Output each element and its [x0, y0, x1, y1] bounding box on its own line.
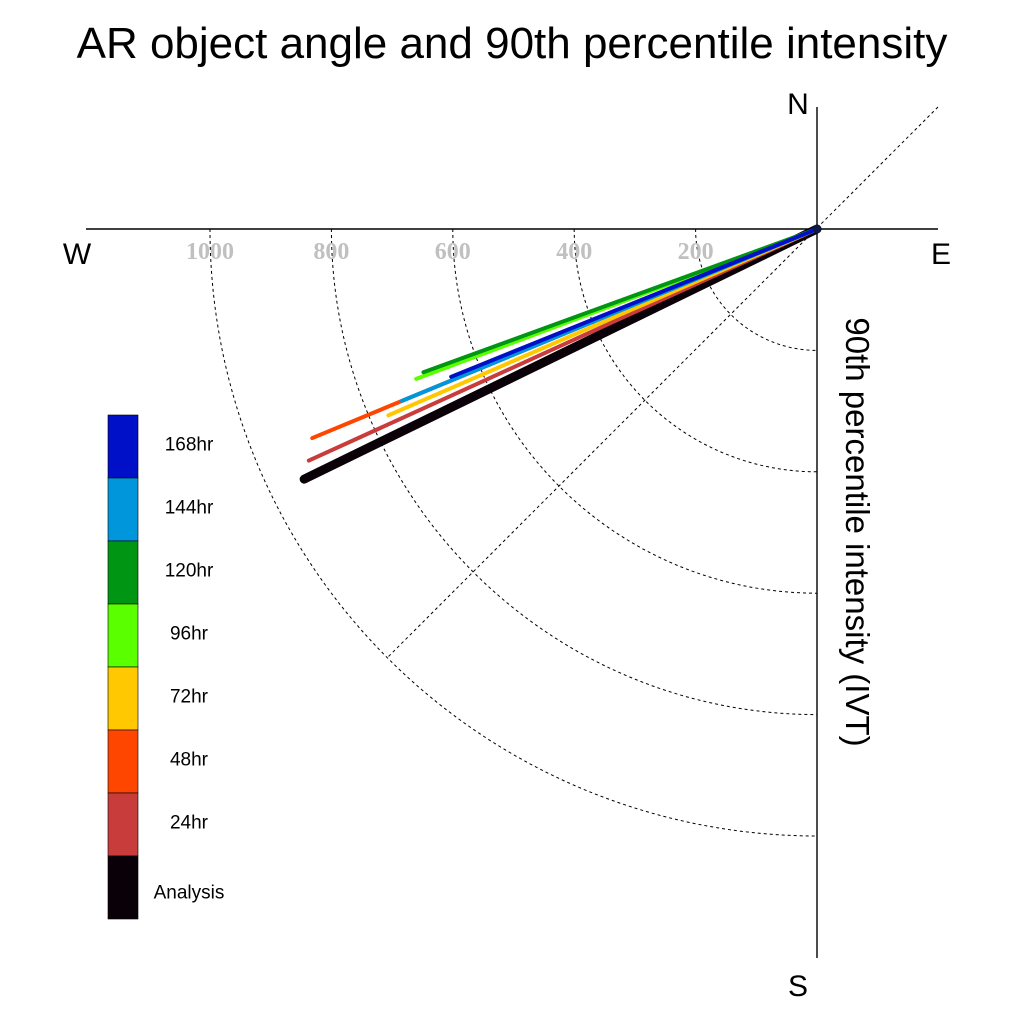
legend-swatch-120hr — [107, 540, 139, 605]
legend-swatch-168hr — [107, 414, 139, 479]
south-label: S — [788, 970, 808, 1003]
legend: 168hr 144hr 120hr 96hr 72hr 48hr 24hr Analysis — [107, 414, 225, 920]
vector-analysis — [299, 224, 822, 484]
vector-168hr — [449, 227, 819, 379]
legend-swatch-72hr — [107, 666, 139, 731]
legend-label: 48hr — [170, 750, 209, 771]
legend-label: 168hr — [165, 435, 214, 456]
legend-swatch-96hr — [107, 603, 139, 668]
legend-label: 120hr — [165, 561, 214, 582]
legend-label: 96hr — [170, 624, 209, 645]
range-ring — [452, 228, 818, 594]
range-ring — [695, 228, 818, 351]
east-label: E — [931, 238, 951, 271]
legend-swatch-48hr — [107, 729, 139, 794]
range-ring — [330, 228, 818, 716]
legend-swatch-24hr — [107, 792, 139, 857]
tick-label: 200 — [678, 239, 714, 265]
diagonal-guide — [387, 106, 939, 658]
radial-tick-labels: 200 400 600 800 1000 — [186, 239, 714, 265]
vector-120hr — [421, 227, 819, 375]
range-rings — [209, 228, 818, 837]
tick-label: 800 — [313, 239, 349, 265]
legend-label: Analysis — [154, 883, 225, 904]
legend-swatch-analysis — [107, 855, 139, 920]
origin-marker — [813, 225, 821, 233]
legend-swatch-144hr — [107, 477, 139, 542]
tick-label: 1000 — [186, 239, 234, 265]
north-label: N — [787, 88, 809, 121]
range-ring — [209, 228, 818, 837]
tick-label: 600 — [435, 239, 471, 265]
west-label: W — [63, 238, 92, 271]
radial-axis-label: 90th percentile intensity (IVT) — [839, 317, 876, 746]
legend-label: 72hr — [170, 687, 209, 708]
range-ring — [573, 228, 818, 473]
chart-title: AR object angle and 90th percentile inte… — [77, 19, 948, 68]
legend-label: 24hr — [170, 813, 209, 834]
legend-label: 144hr — [165, 498, 214, 519]
tick-label: 400 — [556, 239, 592, 265]
vector-lines — [299, 224, 822, 484]
